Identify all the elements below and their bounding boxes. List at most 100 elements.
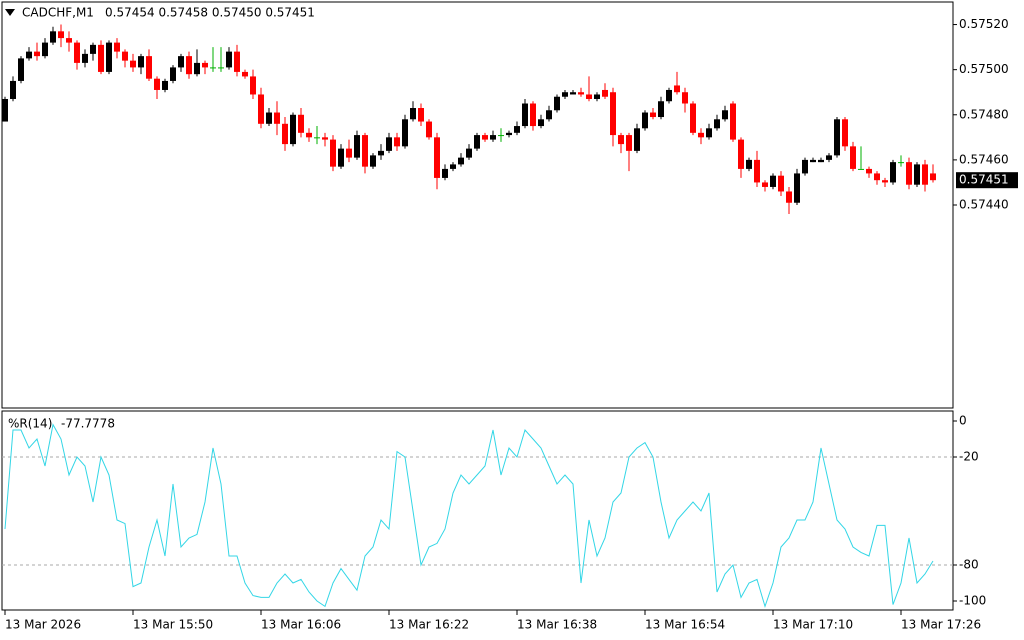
candle-body [338,148,344,167]
candle-body [794,173,800,203]
candle-body [778,175,784,192]
candle-body [714,119,720,129]
candle-body [850,146,856,169]
candle-body [594,94,600,99]
candle-body [666,89,672,102]
price-panel [1,1,954,409]
candle-body [634,128,640,151]
candle-body [858,168,864,170]
y-tick-label: 0 [959,414,967,428]
y-tick-label: 0.57500 [959,62,1009,76]
candle-body [98,44,104,72]
candle-body [450,164,456,169]
candle-body [826,155,832,160]
candle-body [370,155,376,167]
candle-body [282,123,288,145]
candle-body [410,108,416,120]
candle-body [730,103,736,140]
candle-body [210,67,216,69]
candle-body [626,135,632,151]
candle-body [106,42,112,72]
candle-body [722,110,728,120]
candle-body [562,92,568,97]
candle-body [498,135,504,137]
candle-body [738,139,744,169]
candle-body [122,51,128,61]
candle-body [194,62,200,75]
candle-body [274,112,280,124]
candle-body [426,121,432,138]
candle-body [922,164,928,185]
candle-body [298,114,304,133]
candle-body [458,157,464,165]
x-tick-label: 13 Mar 16:54 [645,618,725,632]
x-tick-label: 13 Mar 16:06 [261,618,341,632]
candle-body [202,62,208,68]
candle-body [786,191,792,203]
candle-body [250,76,256,95]
candle-body [642,112,648,129]
price-marker [956,172,1018,189]
candle-body [466,148,472,158]
candle-body [154,78,160,90]
indicator-panel [1,410,954,611]
candle-body [234,51,240,72]
candle-body [346,148,352,158]
candle-body [930,173,936,181]
y-tick-label: 0.57480 [959,107,1009,121]
candle-body [866,168,872,174]
candle-body [610,92,616,136]
candle-body [74,42,80,63]
candle-body [162,80,168,90]
candle-body [322,137,328,140]
candle-body [882,180,888,183]
candle-body [418,108,424,122]
symbol-title: CADCHF,M1 [22,6,94,20]
candle-body [554,96,560,111]
candle-body [314,137,320,139]
candle-body [530,103,536,127]
candle-body [746,159,752,169]
candle-body [546,110,552,120]
candle-body [506,132,512,136]
candle-body [242,71,248,77]
ohlc-info: 0.57454 0.57458 0.57450 0.57451 [105,6,315,20]
candle-body [114,42,120,52]
x-tick-label: 13 Mar 17:10 [773,618,853,632]
candle-body [402,119,408,147]
dropdown-icon[interactable] [5,9,15,16]
candle-body [146,56,152,79]
y-tick-label: 0.57460 [959,152,1009,166]
candle-body [42,42,48,57]
candle-body [682,92,688,104]
candle-body [90,44,96,54]
candle-body [26,51,32,59]
candle-body [58,31,64,39]
candle-body [490,135,496,140]
candle-body [770,175,776,187]
x-tick-label: 13 Mar 16:22 [389,618,469,632]
candle-body [290,114,296,145]
candle-body [874,173,880,181]
candle-body [218,67,224,69]
candle-body [482,135,488,140]
candle-body [170,67,176,81]
candle-body [514,126,520,133]
candle-body [226,51,232,68]
candle-body [378,150,384,156]
candle-body [914,164,920,185]
candle-body [706,128,712,138]
candle-body [178,56,184,68]
candle-body [34,51,40,57]
candle-body [266,112,272,124]
candle-body [674,85,680,93]
candle-body [906,162,912,185]
candle-body [442,168,448,178]
candle-body [130,60,136,68]
candle-body [818,159,824,163]
candle-body [18,58,24,81]
candle-body [66,38,72,43]
candle-body [2,98,8,122]
candle-body [802,159,808,174]
